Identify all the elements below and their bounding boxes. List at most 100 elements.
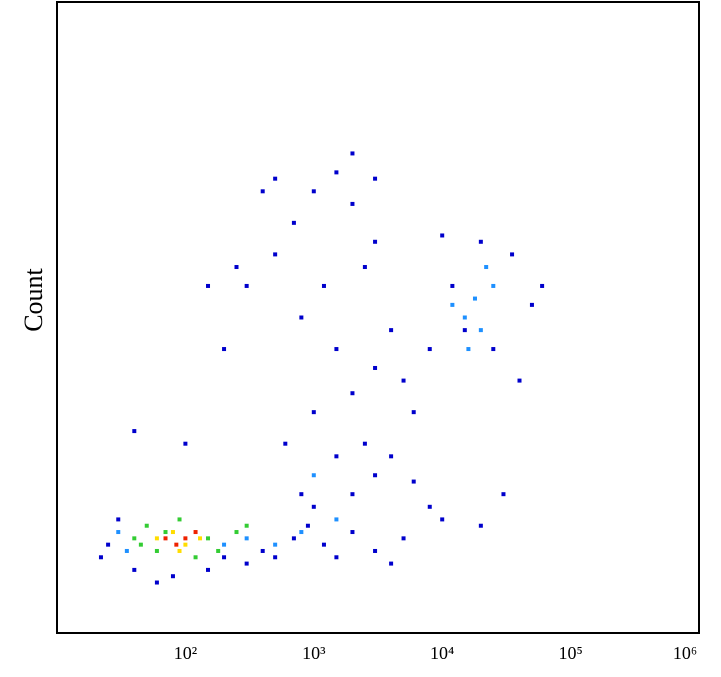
point xyxy=(154,548,159,553)
point xyxy=(116,530,121,535)
point xyxy=(389,454,394,459)
point xyxy=(163,530,168,535)
point xyxy=(216,548,221,553)
point xyxy=(478,328,483,333)
point xyxy=(299,315,304,320)
point xyxy=(222,347,227,352)
point xyxy=(373,239,378,244)
point xyxy=(260,548,265,553)
point xyxy=(291,536,296,541)
point xyxy=(389,561,394,566)
point xyxy=(334,170,339,175)
y-axis-label: Count xyxy=(19,267,48,331)
point xyxy=(478,239,483,244)
point xyxy=(193,555,198,560)
point xyxy=(222,542,227,547)
plot-frame xyxy=(56,1,700,634)
point xyxy=(183,536,188,541)
point xyxy=(411,410,416,415)
point xyxy=(517,378,522,383)
point xyxy=(183,542,188,547)
x-tick-label: 10⁴ xyxy=(430,643,454,663)
point xyxy=(334,454,339,459)
point xyxy=(144,523,149,528)
point xyxy=(206,283,211,288)
point xyxy=(484,265,489,270)
point xyxy=(350,492,355,497)
point xyxy=(132,567,137,572)
point xyxy=(132,536,137,541)
x-tick-label: 10⁶ xyxy=(673,643,697,663)
point xyxy=(193,530,198,535)
point xyxy=(299,530,304,535)
point xyxy=(154,536,159,541)
point xyxy=(244,561,249,566)
point xyxy=(427,347,432,352)
point xyxy=(283,441,288,446)
point xyxy=(132,429,137,434)
point xyxy=(244,536,249,541)
point xyxy=(501,492,506,497)
point xyxy=(177,548,182,553)
point xyxy=(466,347,471,352)
point xyxy=(273,542,278,547)
point xyxy=(350,151,355,156)
point xyxy=(373,176,378,181)
point xyxy=(311,473,316,478)
point xyxy=(491,347,496,352)
point xyxy=(273,252,278,257)
point xyxy=(305,523,310,528)
point xyxy=(373,365,378,370)
point xyxy=(198,536,203,541)
point xyxy=(462,328,467,333)
point xyxy=(244,283,249,288)
point xyxy=(373,473,378,478)
point xyxy=(389,328,394,333)
point xyxy=(124,548,129,553)
point xyxy=(244,523,249,528)
point xyxy=(440,517,445,522)
point xyxy=(170,530,175,535)
point xyxy=(291,220,296,225)
point xyxy=(401,536,406,541)
point xyxy=(177,517,182,522)
point xyxy=(299,492,304,497)
point xyxy=(540,283,545,288)
point xyxy=(234,530,239,535)
point xyxy=(98,555,103,560)
x-tick-label: 10³ xyxy=(302,643,326,663)
point xyxy=(472,296,477,301)
point xyxy=(206,536,211,541)
point xyxy=(138,542,143,547)
x-tick-label: 10⁵ xyxy=(558,643,582,663)
point xyxy=(260,189,265,194)
point xyxy=(311,189,316,194)
point xyxy=(450,283,455,288)
point xyxy=(273,555,278,560)
point xyxy=(170,574,175,579)
point xyxy=(462,315,467,320)
point xyxy=(273,176,278,181)
point xyxy=(234,265,239,270)
point xyxy=(334,555,339,560)
point xyxy=(350,201,355,206)
point xyxy=(311,410,316,415)
point xyxy=(163,536,168,541)
point xyxy=(411,479,416,484)
point xyxy=(311,504,316,509)
point xyxy=(350,391,355,396)
x-tick-label: 10² xyxy=(174,643,197,663)
point xyxy=(154,580,159,585)
point xyxy=(350,530,355,535)
point xyxy=(334,517,339,522)
point xyxy=(362,265,367,270)
point xyxy=(222,555,227,560)
point xyxy=(183,441,188,446)
point xyxy=(321,542,326,547)
point xyxy=(174,542,179,547)
point xyxy=(510,252,515,257)
point xyxy=(106,542,111,547)
point xyxy=(373,548,378,553)
point xyxy=(401,378,406,383)
point xyxy=(427,504,432,509)
